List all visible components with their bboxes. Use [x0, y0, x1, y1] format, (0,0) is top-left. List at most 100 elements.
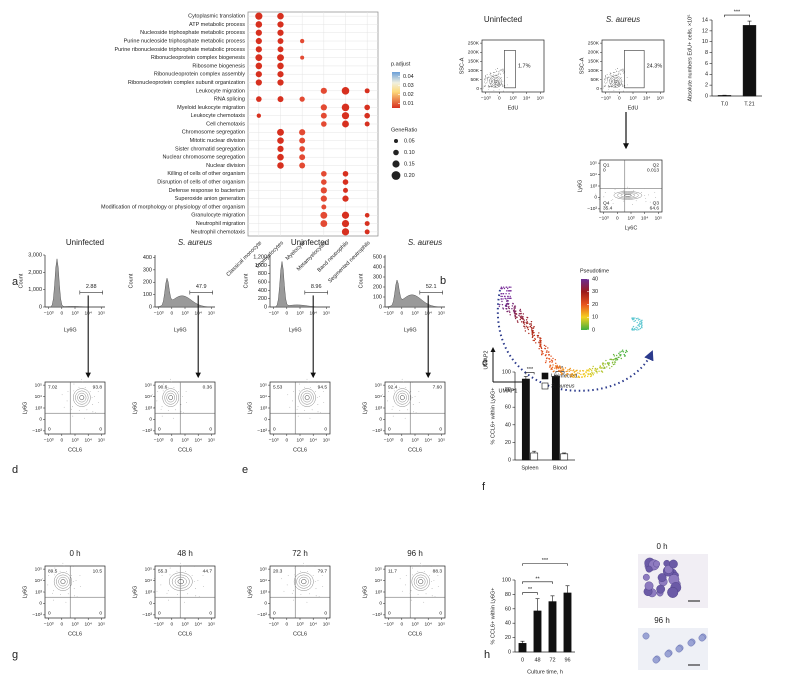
cell-point — [614, 358, 616, 360]
dot — [364, 229, 370, 235]
y-tick-label: 0 — [379, 304, 382, 310]
bar — [742, 25, 757, 97]
dot — [342, 170, 349, 177]
event-dot — [405, 574, 407, 576]
cell-point — [519, 308, 522, 311]
event-dot — [399, 410, 401, 412]
x-tick-label: 0 — [60, 310, 63, 316]
x-tick-label: 10³ — [72, 310, 79, 316]
cell-point — [556, 364, 558, 367]
panel-label: b — [440, 275, 446, 287]
y-tick-label: 0 — [39, 304, 42, 310]
cell-point — [554, 365, 557, 367]
cell-point — [519, 310, 521, 312]
y-tick-label: Defense response to bacterium — [169, 188, 246, 194]
x-axis-label: Ly6G — [64, 327, 77, 333]
event-dot — [66, 400, 68, 402]
cell-point — [551, 361, 553, 363]
event-dot — [393, 390, 395, 392]
event-dot — [182, 396, 183, 397]
event-dot — [486, 74, 488, 76]
event-dot — [613, 74, 615, 76]
dot — [364, 104, 370, 111]
cell-point — [544, 354, 547, 357]
cell-point — [502, 298, 504, 300]
event-dot — [645, 198, 647, 199]
y-tick-label: 40 — [505, 621, 511, 627]
cell-point — [607, 363, 610, 366]
event-dot — [606, 78, 608, 80]
cell-point — [555, 362, 557, 365]
cell-point — [504, 297, 506, 300]
x-tick-label: −10³ — [269, 310, 279, 316]
event-dot — [605, 76, 607, 78]
event-dot — [610, 83, 611, 84]
event-dot — [614, 86, 616, 88]
cell-point — [532, 334, 534, 337]
x-tick-label: T.0 — [721, 101, 728, 107]
cell-point — [503, 287, 506, 290]
quadrant-value: 7.60 — [433, 384, 443, 390]
cell-point — [583, 375, 586, 378]
event-dot — [622, 190, 624, 192]
event-dot — [607, 86, 609, 88]
event-dot — [621, 69, 623, 71]
cell-point — [550, 355, 552, 357]
cell — [642, 632, 650, 640]
cell-point — [505, 307, 507, 310]
event-dot — [437, 586, 439, 587]
cell-point — [587, 372, 589, 375]
x-tick-label: −10³ — [601, 95, 611, 101]
cell-point — [509, 297, 512, 300]
cell-point — [525, 325, 527, 328]
event-dot — [283, 590, 285, 592]
image-label: 96 h — [654, 616, 670, 625]
x-tick-label: 10⁵ — [98, 621, 105, 627]
event-dot — [82, 381, 84, 383]
quadrant-value: 0 — [273, 610, 276, 616]
event-dot — [73, 390, 75, 392]
legend-dot — [392, 160, 400, 168]
cell-point — [532, 330, 534, 332]
event-dot — [595, 193, 597, 195]
cell-point — [567, 369, 569, 371]
event-dot — [316, 397, 318, 398]
cell-point — [549, 361, 551, 363]
event-dot — [404, 584, 406, 586]
cell-point — [615, 359, 617, 361]
cell-point — [539, 340, 542, 343]
event-dot — [414, 396, 416, 397]
event-dot — [48, 574, 50, 576]
x-axis-label: Ly6G — [289, 327, 302, 333]
y-tick-label: Ribosome biogenesis — [192, 63, 245, 69]
event-dot — [72, 406, 73, 408]
event-dot — [167, 590, 169, 592]
contour — [492, 78, 499, 85]
cell-point — [568, 370, 570, 373]
cell-point — [538, 341, 540, 344]
cell-point — [514, 316, 516, 318]
x-tick-label: 10⁵ — [655, 215, 662, 221]
cell-point — [633, 328, 636, 330]
event-dot — [54, 567, 56, 569]
x-tick-label: −10³ — [154, 437, 164, 443]
quadrant-value: 20.3 — [273, 568, 283, 574]
y-tick-label: 10³ — [35, 405, 42, 411]
gate-value: 2.88 — [86, 284, 97, 290]
colorbar — [392, 72, 400, 108]
significance-bracket — [522, 563, 568, 566]
cell-point — [561, 369, 563, 371]
event-dot — [606, 77, 608, 79]
cell-point — [618, 352, 620, 355]
x-tick-label: −10³ — [44, 621, 54, 627]
y-tick-label: 10⁴ — [145, 394, 152, 400]
event-dot — [153, 406, 155, 408]
cell-point — [515, 313, 517, 315]
event-dot — [418, 402, 420, 403]
cell-point — [552, 370, 555, 373]
contour — [490, 76, 501, 87]
event-dot — [499, 73, 501, 75]
event-dot — [612, 199, 614, 200]
y-axis-label: Count — [18, 273, 24, 288]
dot — [277, 46, 284, 53]
